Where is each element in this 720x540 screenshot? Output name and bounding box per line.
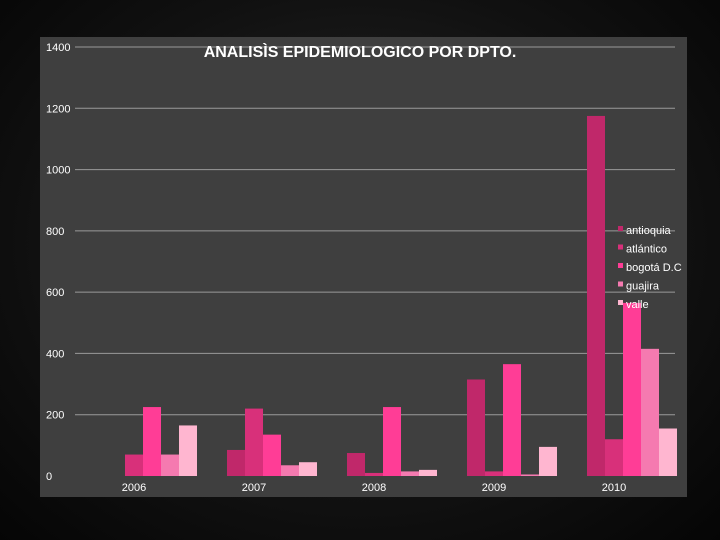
- gridlines: [75, 46, 675, 416]
- bar-atl-ntico-2009: [485, 471, 503, 476]
- x-tick-label: 2007: [242, 482, 266, 494]
- chart-panel: 0 200 400 600 800 1000 1200 1400 2006 2007 2008 20…: [40, 37, 687, 497]
- bar-guajira-2008: [401, 471, 419, 476]
- y-tick-label: 1200: [46, 103, 70, 115]
- x-axis-ticks: 2006 2007 2008 2009 2010: [122, 482, 626, 494]
- bar-antioquia-2009: [467, 379, 485, 476]
- bar-guajira-2010: [641, 348, 659, 476]
- bar-valle-2006: [179, 425, 197, 476]
- y-tick-label: 800: [46, 226, 64, 238]
- legend-label: valle: [626, 299, 649, 311]
- legend-label: atlántico: [626, 244, 667, 256]
- y-tick-label: 1000: [46, 165, 70, 177]
- y-tick-label: 600: [46, 287, 64, 299]
- bar-bogot-d-c-2006: [143, 407, 161, 476]
- y-tick-label: 200: [46, 410, 64, 422]
- legend-swatch: [618, 300, 623, 305]
- legend-swatch: [618, 226, 623, 231]
- legend-swatch: [618, 263, 623, 268]
- y-tick-label: 400: [46, 348, 64, 360]
- legend-label: bogotá D.C: [626, 262, 682, 274]
- bar-guajira-2006: [161, 454, 179, 476]
- legend-swatch: [618, 281, 623, 287]
- bar-guajira-2009: [521, 474, 539, 476]
- bar-bogot-d-c-2010: [623, 302, 641, 476]
- x-tick-label: 2010: [602, 482, 626, 494]
- legend-label: guajira: [626, 281, 660, 293]
- bar-antioquia-2010: [587, 115, 605, 477]
- y-axis-ticks: 0 200 400 600 800 1000 1200 1400: [46, 42, 70, 483]
- bar-guajira-2007: [281, 465, 299, 476]
- bar-valle-2009: [539, 446, 557, 476]
- bar-antioquia-2008: [347, 453, 365, 476]
- legend: antioquia atlántico bogotá D.C guajira valle: [618, 225, 682, 311]
- chart-title: ANALISÌS EPIDEMIOLOGICO POR DPTO.: [204, 42, 517, 61]
- legend-label: antioquia: [626, 225, 672, 237]
- legend-swatch: [618, 244, 623, 250]
- bars: [125, 115, 677, 477]
- x-tick-label: 2008: [362, 482, 386, 494]
- bar-antioquia-2007: [227, 449, 245, 476]
- bar-atl-ntico-2008: [365, 472, 383, 476]
- bar-valle-2010: [659, 428, 677, 476]
- bar-valle-2008: [419, 469, 437, 476]
- x-tick-label: 2006: [122, 482, 146, 494]
- bar-bogot-d-c-2009: [503, 364, 521, 476]
- bar-atl-ntico-2006: [125, 454, 143, 476]
- bar-bogot-d-c-2008: [383, 407, 401, 476]
- bar-valle-2007: [299, 462, 317, 476]
- bar-atl-ntico-2007: [245, 408, 263, 476]
- y-tick-label: 1400: [46, 42, 70, 54]
- bar-atl-ntico-2010: [605, 439, 623, 476]
- x-tick-label: 2009: [482, 482, 506, 494]
- y-tick-label: 0: [46, 471, 52, 483]
- bar-bogot-d-c-2007: [263, 434, 281, 476]
